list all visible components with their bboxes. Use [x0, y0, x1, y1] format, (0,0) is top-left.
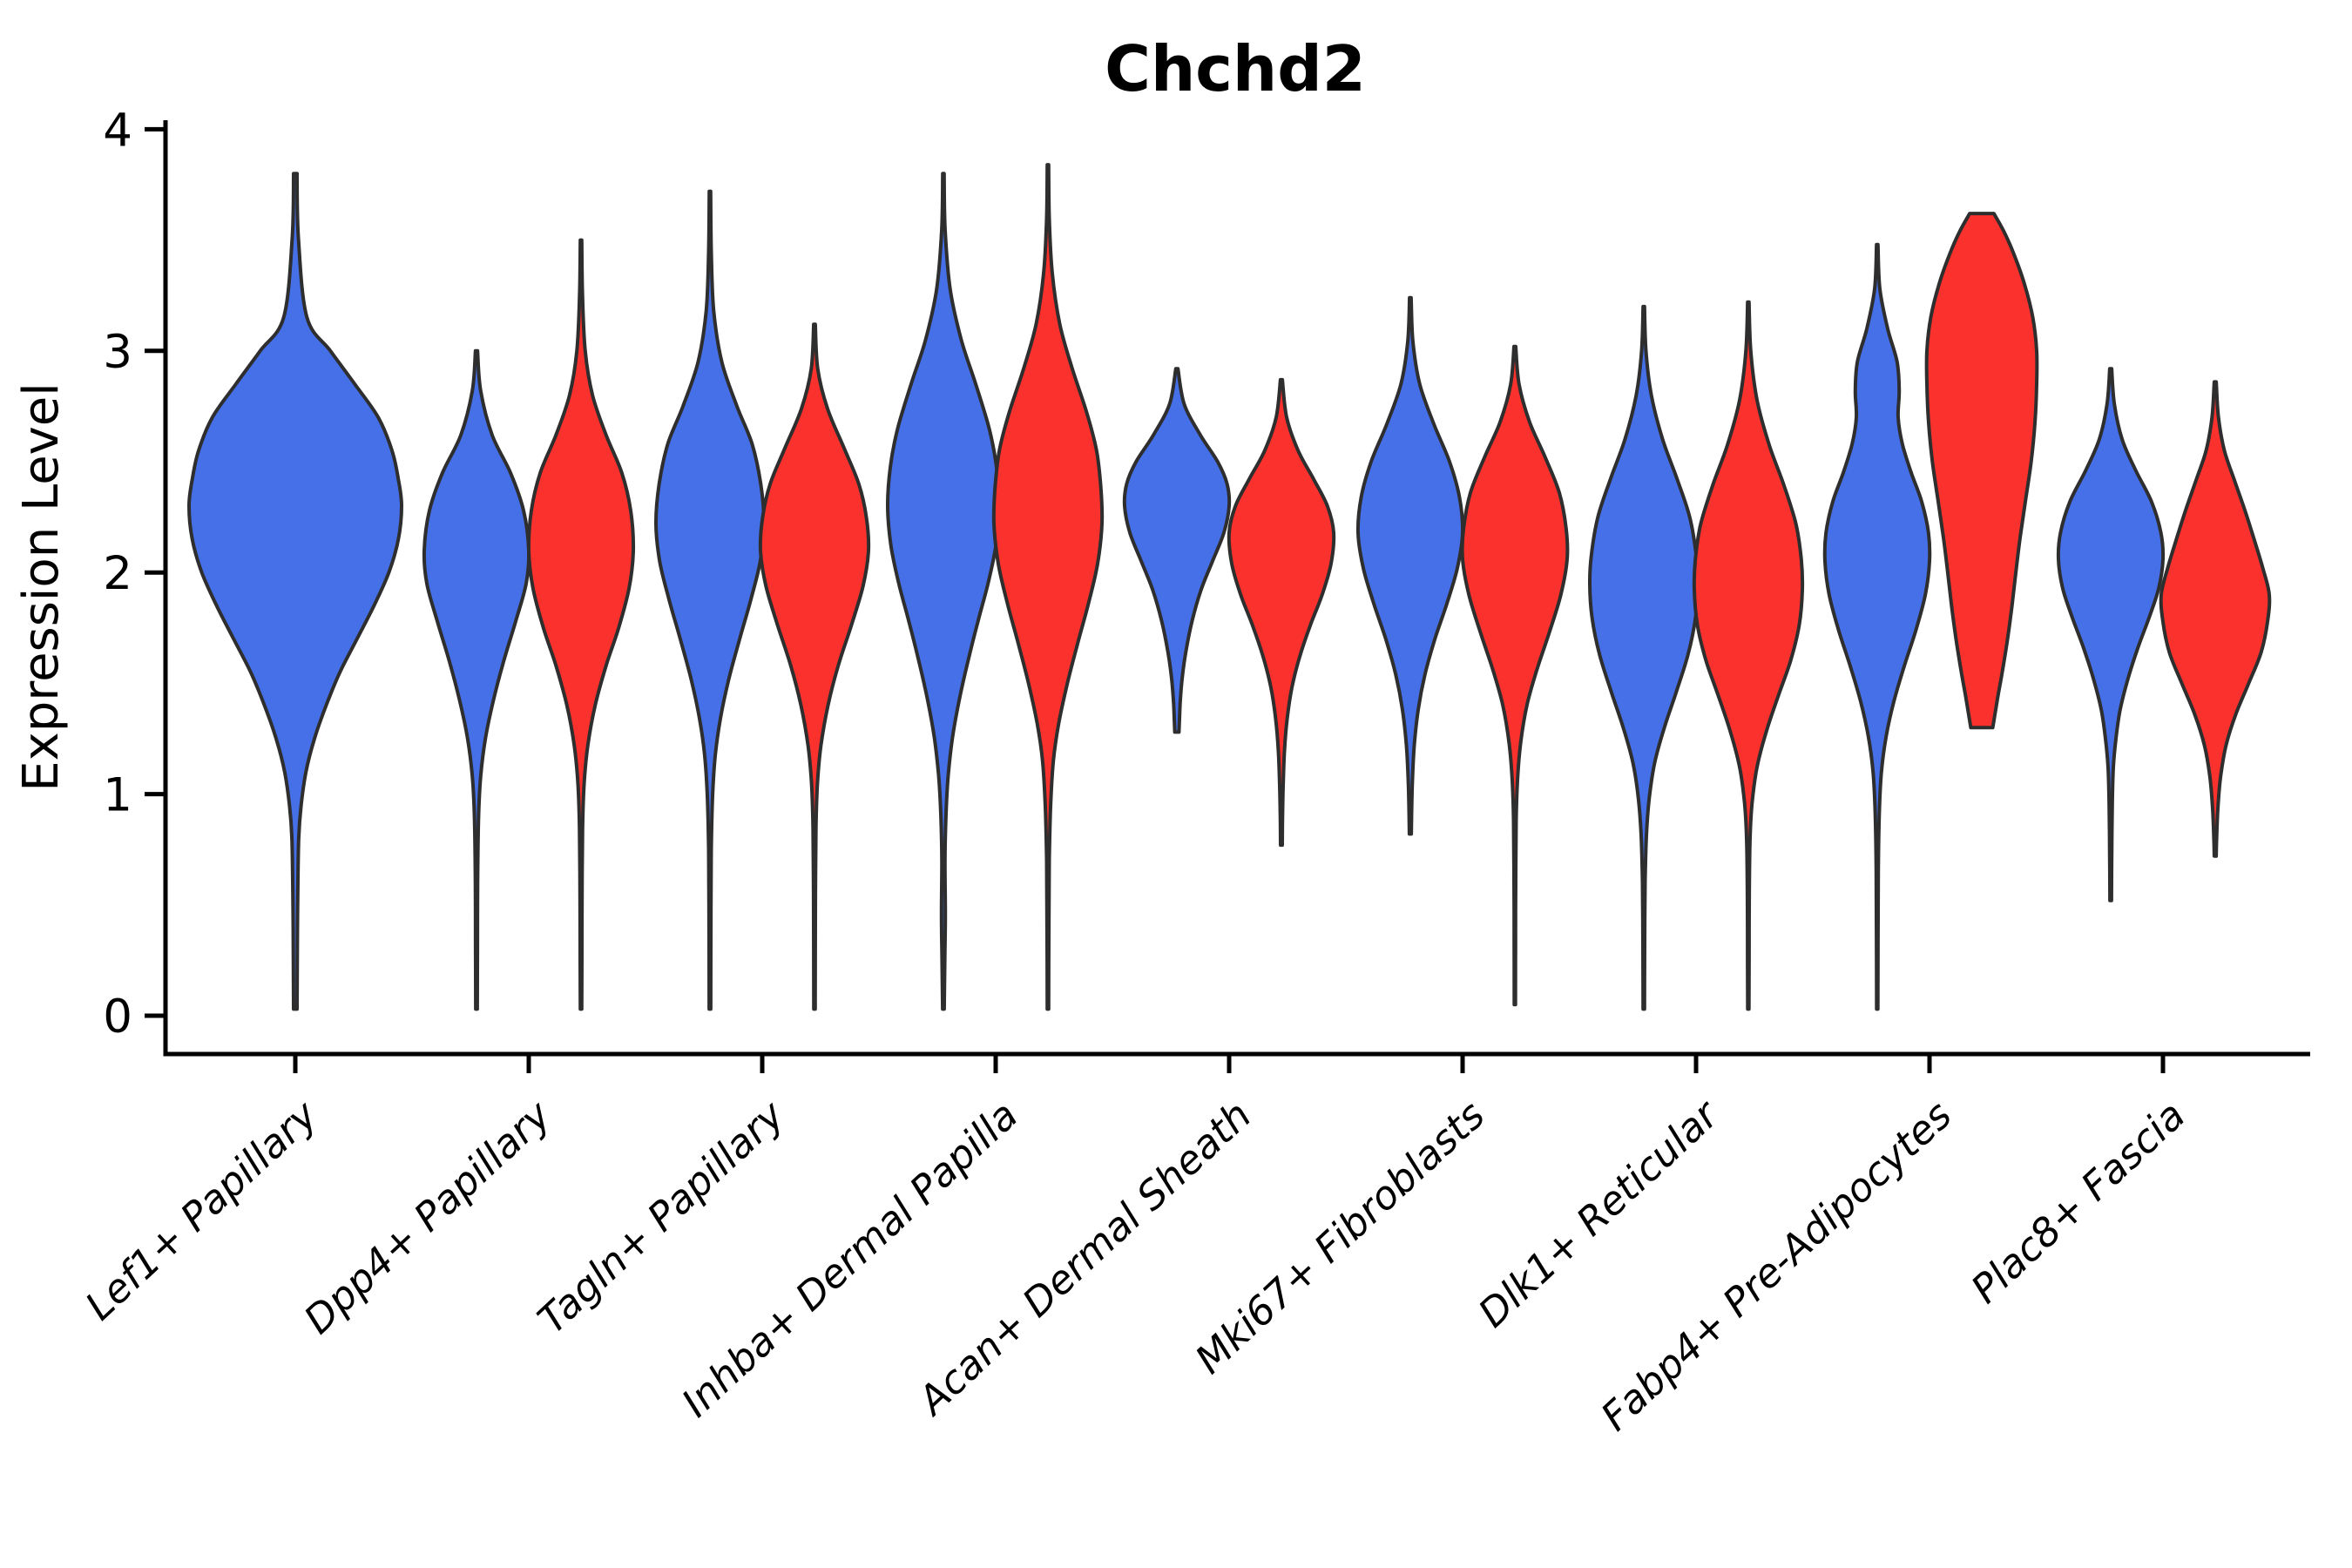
violin-acan-dermal-sheath-right	[1227, 377, 1336, 848]
violin-inhba-dermal-papilla-right	[991, 163, 1105, 1011]
violin-tagln-papillary-right	[758, 322, 871, 1011]
y-axis-label: Expression Level	[13, 382, 70, 792]
violin-plac8-fascia-left	[2056, 367, 2166, 902]
violin-plac8-fascia-right	[2159, 380, 2272, 858]
y-tick-label: 4	[103, 104, 132, 157]
violins-group	[187, 163, 2272, 1011]
x-tick-label: Tagln+ Papillary	[529, 1091, 794, 1342]
violin-mki67-fibroblasts-left	[1355, 295, 1465, 836]
violin-acan-dermal-sheath-left	[1122, 367, 1232, 734]
y-axis-ticks: 0 1 2 3 4	[103, 104, 166, 1044]
chart-title: Chchd2	[1105, 32, 1366, 105]
violin-tagln-papillary-left	[653, 189, 767, 1011]
x-tick-label: Lef1+ Papillary	[77, 1091, 328, 1328]
violin-fabp4-pre-adipocytes-right	[1924, 212, 2039, 730]
y-tick-label: 0	[103, 990, 132, 1044]
violin-fabp4-pre-adipocytes-left	[1822, 242, 1932, 1011]
violin-dlk1-reticular-left	[1587, 304, 1700, 1011]
x-tick-label: Dlk1+ Reticular	[1470, 1091, 1728, 1336]
violin-dpp4-papillary-right	[526, 238, 636, 1011]
axes-group	[163, 120, 2310, 1057]
violin-dpp4-papillary-left	[422, 348, 531, 1011]
violin-inhba-dermal-papilla-left	[885, 172, 1002, 1011]
violin-lef1-papillary-center	[187, 172, 403, 1011]
y-tick-label: 1	[103, 769, 132, 822]
violin-dlk1-reticular-right	[1692, 300, 1805, 1011]
y-tick-label: 3	[103, 326, 132, 379]
y-tick-label: 2	[103, 547, 132, 600]
x-tick-label: Plac8+ Fascia	[1962, 1092, 2193, 1312]
violin-mki67-fibroblasts-right	[1460, 344, 1570, 1007]
x-tick-label: Dpp4+ Papillary	[295, 1091, 561, 1342]
